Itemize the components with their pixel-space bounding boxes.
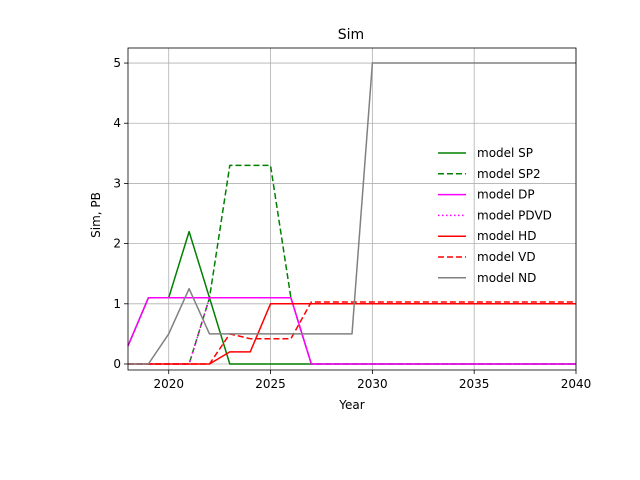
y-tick-label: 2 xyxy=(113,237,121,251)
x-tick-label: 2030 xyxy=(357,377,388,391)
series-layer xyxy=(127,62,576,365)
plot-frame xyxy=(127,47,577,371)
series-line-model-vd xyxy=(128,301,576,365)
legend-label-model-vd: model VD xyxy=(477,250,536,264)
x-tick-label: 2040 xyxy=(561,377,592,391)
y-axis-label: Sim, PB xyxy=(89,192,103,238)
legend-label-model-sp2: model SP2 xyxy=(477,167,541,181)
legend-label-model-sp: model SP xyxy=(477,146,533,160)
legend-label-model-dp: model DP xyxy=(477,188,535,202)
legend-label-model-nd: model ND xyxy=(477,271,536,285)
y-tick-label: 4 xyxy=(113,116,121,130)
y-tick-label: 0 xyxy=(113,357,121,371)
y-tick-label: 3 xyxy=(113,176,121,190)
x-axis-label: Year xyxy=(338,398,364,412)
legend-label-model-pdvd: model PDVD xyxy=(477,208,552,222)
x-tick-label: 2025 xyxy=(255,377,286,391)
legend-label-model-hd: model HD xyxy=(477,229,536,243)
y-tick-label: 1 xyxy=(113,297,121,311)
x-tick-label: 2035 xyxy=(459,377,490,391)
series-line-model-nd xyxy=(128,62,576,365)
series-line-model-dp xyxy=(127,297,576,365)
ticks: 2020 2025 2030 2035 2040 0 1 2 3 4 5 xyxy=(113,56,591,391)
y-tick-label: 5 xyxy=(113,56,121,70)
legend: model SP model SP2 model DP model PDVD model… xyxy=(438,146,552,285)
x-tick-label: 2020 xyxy=(153,377,184,391)
chart-title: Sim xyxy=(338,27,364,43)
